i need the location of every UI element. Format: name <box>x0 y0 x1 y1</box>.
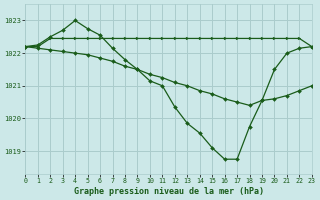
X-axis label: Graphe pression niveau de la mer (hPa): Graphe pression niveau de la mer (hPa) <box>74 187 264 196</box>
